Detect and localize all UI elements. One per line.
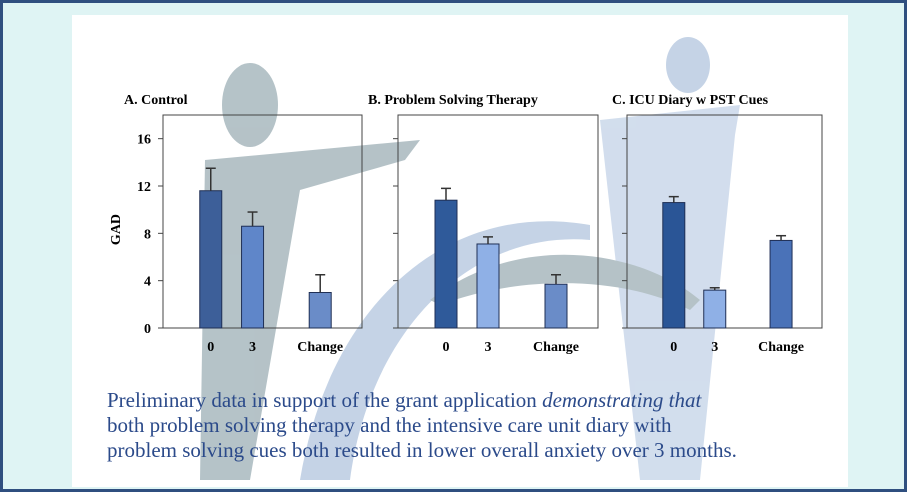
- caption-text: Preliminary data in support of the grant…: [107, 388, 542, 412]
- x-tick-label: Change: [533, 340, 579, 355]
- bar: [309, 293, 331, 329]
- watermark-head: [222, 63, 278, 147]
- watermark-head-2: [666, 37, 710, 93]
- y-tick-label: 12: [137, 180, 151, 195]
- caption-text: demonstrating that: [542, 388, 702, 412]
- bar: [770, 240, 792, 328]
- y-tick-label: 16: [137, 133, 151, 148]
- y-tick-label: 0: [144, 322, 151, 337]
- caption-line: Preliminary data in support of the grant…: [107, 388, 702, 412]
- x-tick-label: 3: [485, 340, 492, 355]
- bar: [704, 290, 726, 328]
- bar: [477, 244, 499, 328]
- bar: [242, 226, 264, 328]
- x-tick-label: 0: [670, 340, 677, 355]
- y-tick-label: 8: [144, 227, 151, 242]
- bar: [200, 191, 222, 328]
- bar: [663, 203, 685, 328]
- chart-title: C. ICU Diary w PST Cues: [612, 93, 769, 108]
- caption-line: problem solving cues both resulted in lo…: [107, 438, 737, 462]
- x-tick-label: 0: [207, 340, 214, 355]
- y-axis-label: GAD: [109, 214, 124, 245]
- bar: [545, 284, 567, 328]
- x-tick-label: 0: [443, 340, 450, 355]
- x-tick-label: 3: [711, 340, 718, 355]
- bar: [435, 200, 457, 328]
- caption-line: both problem solving therapy and the int…: [107, 413, 672, 437]
- x-tick-label: 3: [249, 340, 256, 355]
- x-tick-label: Change: [297, 340, 343, 355]
- chart-title: B. Problem Solving Therapy: [368, 93, 538, 108]
- y-tick-label: 4: [144, 275, 151, 290]
- chart-title: A. Control: [124, 93, 188, 108]
- x-tick-label: Change: [758, 340, 804, 355]
- slide: Preliminary data in support of the grant…: [0, 0, 907, 492]
